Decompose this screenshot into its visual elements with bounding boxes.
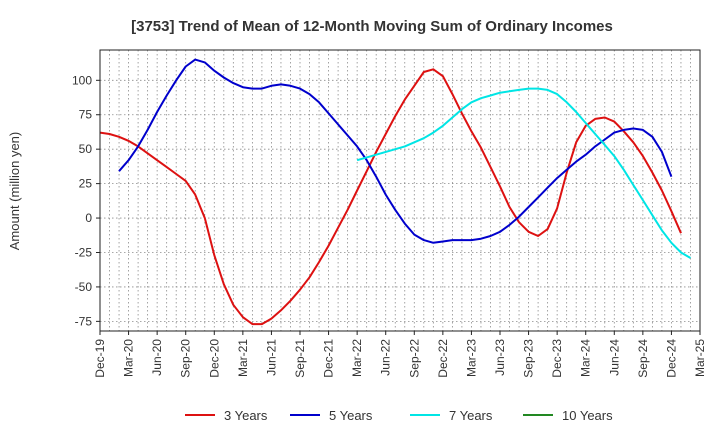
plot-frame — [99, 49, 701, 332]
y-tick-label: 25 — [79, 177, 93, 191]
x-tick-label: Mar-24 — [579, 339, 593, 377]
y-tick-label: -75 — [75, 314, 93, 328]
series-line-3-years — [99, 68, 682, 326]
x-tick-label: Jun-20 — [150, 339, 164, 376]
x-tick-label: Jun-24 — [607, 339, 621, 376]
y-axis-ticks: -75 -50 -25 0 25 50 75 100 — [72, 73, 100, 328]
y-tick-label: -25 — [75, 245, 93, 259]
legend-label: 3 Years — [224, 408, 268, 423]
plot-area — [100, 50, 700, 331]
x-tick-label: Mar-23 — [464, 339, 478, 377]
series-line-5-years — [118, 58, 673, 244]
x-tick-label: Sep-20 — [179, 339, 193, 378]
x-tick-label: Sep-22 — [407, 339, 421, 378]
y-axis-label: Amount (million yen) — [7, 132, 22, 251]
y-tick-label: 50 — [79, 142, 93, 156]
y-tick-label: 75 — [79, 108, 93, 122]
x-tick-label: Dec-21 — [322, 339, 336, 378]
x-tick-label: Mar-25 — [693, 339, 707, 377]
chart-title: [3753] Trend of Mean of 12-Month Moving … — [131, 18, 613, 35]
x-tick-label: Dec-22 — [436, 339, 450, 378]
y-tick-label: 0 — [85, 211, 92, 225]
x-tick-label: Jun-23 — [493, 339, 507, 376]
x-tick-label: Jun-22 — [379, 339, 393, 376]
x-tick-label: Dec-20 — [207, 339, 221, 378]
x-tick-label: Sep-24 — [636, 339, 650, 378]
x-tick-label: Mar-22 — [350, 339, 364, 377]
x-tick-label: Jun-21 — [264, 339, 278, 376]
x-tick-label: Dec-24 — [664, 339, 678, 378]
x-tick-label: Dec-23 — [550, 339, 564, 378]
legend-label: 10 Years — [562, 408, 613, 423]
x-tick-label: Mar-21 — [236, 339, 250, 377]
x-axis-ticks: Dec-19 Mar-20 Jun-20 Sep-20 Dec-20 Mar-21 Jun-… — [93, 331, 707, 378]
series-line-7-years — [356, 87, 692, 259]
series-lines — [99, 58, 692, 326]
x-tick-label: Mar-20 — [122, 339, 136, 377]
y-tick-label: 100 — [72, 73, 92, 87]
x-tick-label: Sep-21 — [293, 339, 307, 378]
y-tick-label: -50 — [75, 280, 93, 294]
grid-lines — [100, 50, 700, 331]
legend: 3 Years 5 Years 7 Years 10 Years — [185, 408, 613, 423]
legend-label: 5 Years — [329, 408, 373, 423]
legend-label: 7 Years — [449, 408, 493, 423]
x-tick-label: Dec-19 — [93, 339, 107, 378]
x-tick-label: Sep-23 — [522, 339, 536, 378]
